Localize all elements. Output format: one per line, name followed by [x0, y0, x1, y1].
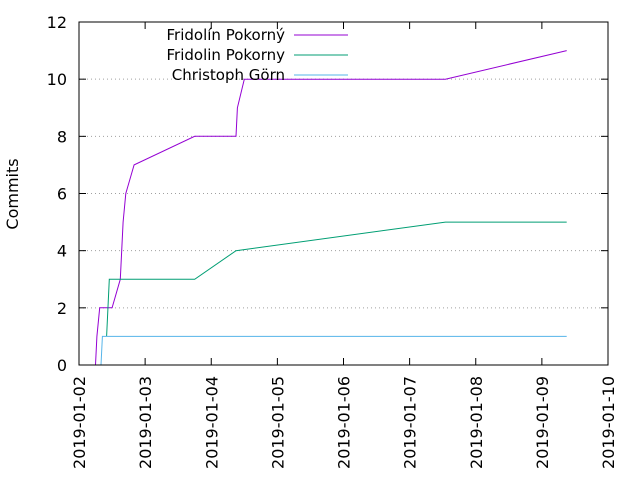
x-tick-label: 2019-01-08 [467, 376, 486, 469]
series-line [106, 221, 567, 337]
y-tick-label: 12 [47, 13, 67, 32]
legend-label: Fridolín Pokorný [167, 26, 286, 44]
y-tick-label: 10 [47, 70, 67, 89]
series-line [95, 50, 567, 366]
x-tick-label: 2019-01-09 [533, 376, 552, 469]
legend-label: Fridolin Pokorny [167, 46, 286, 64]
y-tick-label: 2 [57, 299, 67, 318]
axis-ticks: 0 2 4 6 8 10 12 2019-01-02 2019-01-03 2019-01-04 2… [47, 13, 618, 469]
x-tick-label: 2019-01-06 [335, 376, 354, 469]
y-tick-label: 0 [57, 356, 67, 375]
series-lines [95, 50, 567, 366]
legend-label: Christoph Görn [172, 66, 285, 84]
x-tick-label: 2019-01-05 [268, 376, 287, 469]
grid-lines [79, 78, 608, 309]
legend: Fridolín Pokorný Fridolin Pokorny Christop… [167, 26, 348, 84]
x-tick-label: 2019-01-07 [401, 376, 420, 469]
y-axis-title: Commits [3, 158, 22, 229]
y-tick-label: 4 [57, 242, 67, 261]
series-line [100, 335, 567, 366]
x-tick-label: 2019-01-03 [136, 376, 155, 469]
x-tick-label: 2019-01-10 [599, 376, 618, 469]
x-tick-label: 2019-01-04 [202, 376, 221, 469]
y-tick-label: 8 [57, 127, 67, 146]
x-tick-label: 2019-01-02 [70, 376, 89, 469]
y-tick-label: 6 [57, 185, 67, 204]
